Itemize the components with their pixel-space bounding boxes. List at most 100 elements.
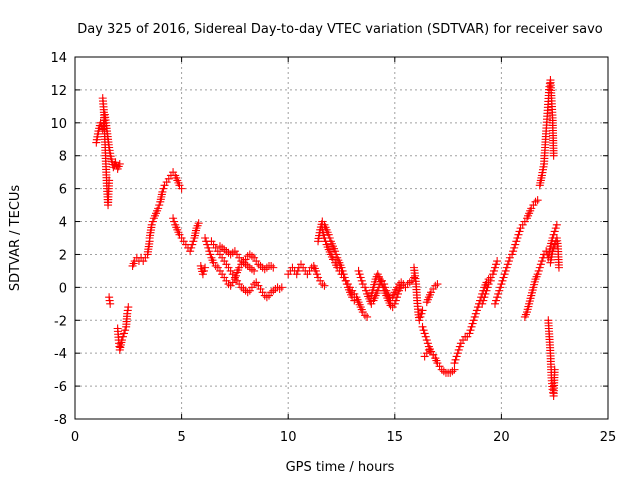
- data-point: [194, 219, 203, 228]
- data-point: [228, 248, 237, 257]
- data-point: [250, 266, 259, 275]
- data-point: [501, 266, 510, 275]
- data-point: [105, 176, 114, 185]
- data-point: [493, 293, 502, 302]
- data-point: [479, 296, 488, 305]
- data-point: [392, 293, 401, 302]
- data-point: [453, 349, 462, 358]
- data-point: [512, 237, 521, 246]
- data-point: [354, 266, 363, 275]
- y-tick-label: 0: [59, 281, 67, 296]
- data-point: [465, 329, 474, 338]
- data-point: [467, 322, 476, 331]
- data-point: [431, 354, 440, 363]
- data-point: [292, 270, 301, 279]
- data-point: [418, 322, 427, 331]
- data-point: [360, 283, 369, 292]
- data-point: [177, 184, 186, 193]
- data-point: [473, 303, 482, 312]
- data-layer: [92, 76, 563, 400]
- x-tick-label: 15: [387, 430, 404, 445]
- data-point: [483, 283, 492, 292]
- data-point: [189, 237, 198, 246]
- data-point: [491, 299, 500, 308]
- data-point: [497, 280, 506, 289]
- data-point: [419, 326, 428, 335]
- data-point: [533, 270, 542, 279]
- data-point: [504, 257, 513, 266]
- x-tick-label: 5: [177, 430, 185, 445]
- x-tick-label: 0: [71, 430, 79, 445]
- data-point: [454, 345, 463, 354]
- y-tick-label: 14: [50, 51, 67, 66]
- data-point: [390, 299, 399, 308]
- data-point: [148, 217, 157, 226]
- data-point: [420, 329, 429, 338]
- data-point: [416, 312, 425, 321]
- data-point: [495, 286, 504, 295]
- data-point: [503, 260, 512, 269]
- data-point: [502, 263, 511, 272]
- axis-ticks: 0 5 10 15 20 25 -8 -6 -4 -2 0 2 4 6 8 10 12 14: [50, 51, 616, 445]
- data-point: [320, 234, 329, 242]
- data-point: [515, 227, 524, 236]
- data-point: [450, 359, 459, 368]
- x-tick-label: 25: [600, 430, 617, 445]
- y-tick-label: 8: [59, 150, 67, 165]
- y-tick-label: 6: [59, 183, 67, 198]
- chart-title: Day 325 of 2016, Sidereal Day-to-day VTE…: [77, 22, 603, 37]
- y-axis-label: SDTVAR / TECUs: [8, 185, 23, 292]
- data-point: [472, 306, 481, 315]
- data-point: [498, 276, 507, 285]
- data-point: [206, 250, 215, 259]
- x-axis-label: GPS time / hours: [286, 460, 395, 475]
- data-point: [452, 352, 461, 361]
- data-point: [159, 184, 168, 193]
- data-point: [482, 286, 491, 295]
- y-tick-label: 2: [59, 248, 67, 263]
- data-point: [552, 220, 561, 229]
- data-point: [154, 204, 163, 213]
- data-point: [204, 243, 213, 252]
- data-point: [277, 283, 286, 292]
- data-point: [106, 299, 115, 308]
- x-tick-label: 20: [493, 430, 510, 445]
- data-point: [205, 247, 214, 256]
- y-tick-label: 12: [50, 84, 67, 99]
- data-point: [201, 234, 210, 242]
- data-point: [514, 230, 523, 239]
- data-point: [468, 319, 477, 328]
- data-point: [186, 247, 195, 256]
- data-point: [124, 303, 133, 312]
- y-tick-label: 4: [59, 216, 67, 231]
- data-point: [491, 263, 500, 272]
- data-point: [550, 227, 559, 236]
- data-point: [470, 312, 479, 321]
- data-point: [405, 278, 414, 287]
- data-point: [496, 283, 505, 292]
- data-point: [481, 289, 490, 298]
- data-point: [554, 263, 563, 272]
- data-point: [117, 336, 126, 345]
- data-point: [378, 280, 387, 289]
- data-point: [480, 293, 489, 302]
- data-point: [198, 270, 207, 279]
- y-tick-label: -4: [54, 347, 67, 362]
- data-point: [262, 293, 271, 302]
- y-tick-label: 10: [50, 117, 67, 132]
- data-point: [409, 273, 418, 282]
- data-point: [201, 263, 210, 272]
- data-point: [269, 263, 278, 272]
- data-point: [147, 220, 156, 229]
- plot-frame: [74, 56, 609, 420]
- data-point: [363, 312, 372, 321]
- data-point: [169, 214, 178, 223]
- data-point: [391, 296, 400, 305]
- data-point: [471, 309, 480, 318]
- data-point: [415, 316, 424, 325]
- data-point: [433, 280, 442, 289]
- data-point: [478, 299, 487, 308]
- data-point: [489, 266, 498, 275]
- data-point: [534, 266, 543, 275]
